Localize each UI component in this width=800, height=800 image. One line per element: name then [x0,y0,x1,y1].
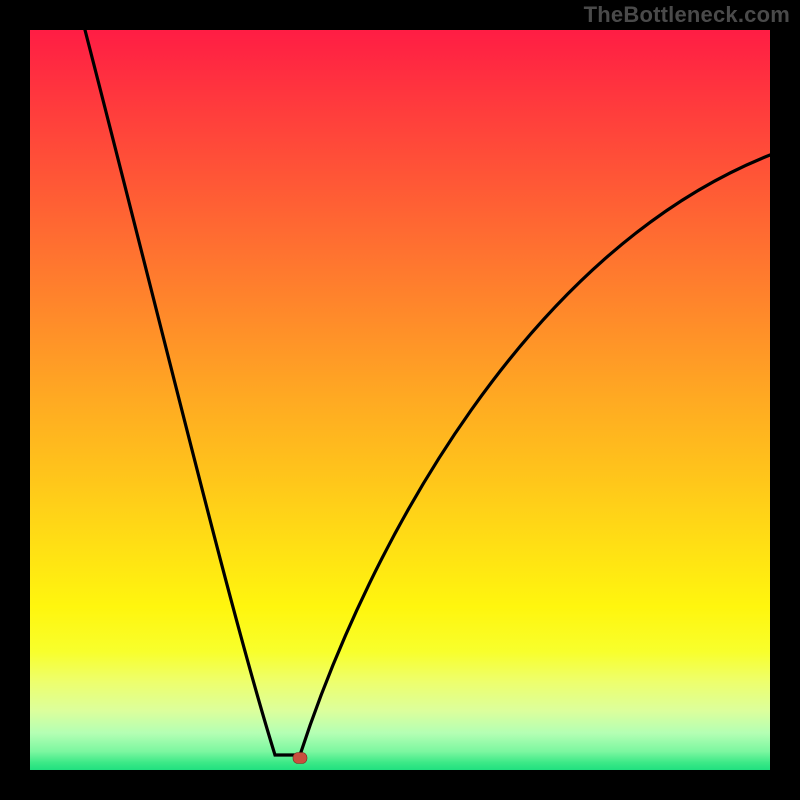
watermark-text: TheBottleneck.com [584,2,790,28]
plot-background [30,30,770,770]
chart-container: TheBottleneck.com [0,0,800,800]
optimal-marker [293,753,307,764]
bottleneck-chart [0,0,800,800]
